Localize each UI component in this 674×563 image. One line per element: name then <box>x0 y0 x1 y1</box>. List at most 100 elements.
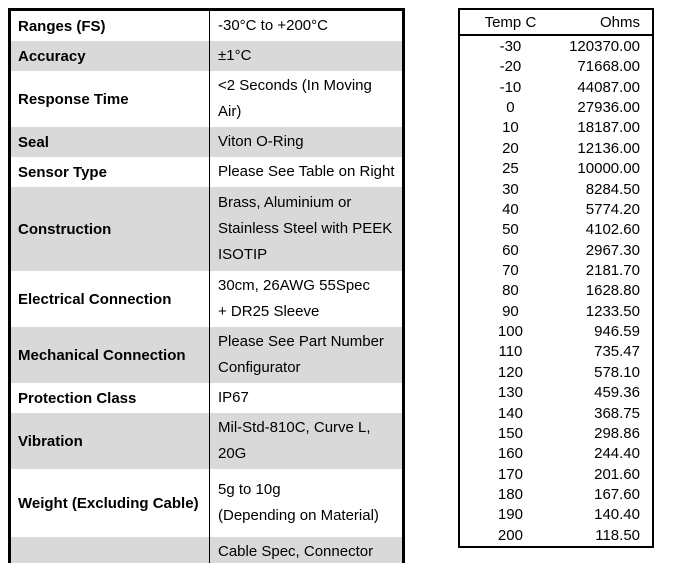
resistance-header-row: Temp C Ohms <box>459 9 653 36</box>
ohms-cell: 27936.00 <box>577 99 640 117</box>
ohms-cell: 2967.30 <box>585 241 640 259</box>
ohms-cell: 71668.00 <box>577 58 640 76</box>
spec-label-cell: Weight (Excluding Cable) <box>9 469 210 537</box>
temp-cell: 50 <box>502 221 519 239</box>
resistance-table-row: 160 244.40 <box>459 444 653 464</box>
spec-label-cell: Ranges (FS) <box>9 9 210 41</box>
temp-cell: 90 <box>502 302 519 320</box>
ohms-cell: 1628.80 <box>585 282 640 300</box>
specifications-table-body: Ranges (FS) -30°C to +200°C Accuracy ±1°C Re… <box>9 9 404 563</box>
spec-label-cell: Response Time <box>9 71 210 127</box>
temp-cell: 0 <box>506 99 515 117</box>
spec-value-cell: <2 Seconds (In Moving Air) <box>209 71 404 127</box>
resistance-table-row: 130 459.36 <box>459 382 653 402</box>
spec-value-cell: IP67 <box>209 383 404 413</box>
spec-label-cell: Sensor Type <box>9 157 210 187</box>
temp-cell: 130 <box>497 384 523 402</box>
temp-cell: 10 <box>502 119 519 137</box>
spec-table-row: Mechanical Connection Please See Part Num… <box>9 327 404 383</box>
temp-cell: 160 <box>497 445 523 463</box>
resistance-table-row: 25 10000.00 <box>459 159 653 179</box>
spec-label-cell: Accuracy <box>9 41 210 71</box>
ohms-cell: 10000.00 <box>577 160 640 178</box>
ohms-cell: 2181.70 <box>585 261 640 279</box>
ohms-cell: 44087.00 <box>577 78 640 96</box>
resistance-table: Temp C Ohms -30 120370.00 -20 71668.00 -10 44… <box>458 8 654 548</box>
spec-value-cell: Please See Table on Right <box>209 157 404 187</box>
resistance-table-row: -30 120370.00 <box>459 35 653 57</box>
ohms-cell: 244.40 <box>594 445 640 463</box>
spec-table-row: Ranges (FS) -30°C to +200°C <box>9 9 404 41</box>
ohms-cell: 368.75 <box>594 404 640 422</box>
resistance-table-row: 30 8284.50 <box>459 179 653 199</box>
resistance-table-row: 10 18187.00 <box>459 118 653 138</box>
temp-column-header: Temp C <box>459 9 561 36</box>
temp-cell: 190 <box>497 506 523 524</box>
spec-value-cell: Mil-Std-810C, Curve L, 20G <box>209 413 404 469</box>
resistance-table-row: 90 1233.50 <box>459 301 653 321</box>
spec-value-cell: -30°C to +200°C <box>209 9 404 41</box>
resistance-table-row: 40 5774.20 <box>459 199 653 219</box>
spec-table-row: Vibration Mil-Std-810C, Curve L, 20G <box>9 413 404 469</box>
resistance-table-row: 110 735.47 <box>459 342 653 362</box>
spec-table-row: Accuracy ±1°C <box>9 41 404 71</box>
ohms-cell: 578.10 <box>594 363 640 381</box>
resistance-table-row: 140 368.75 <box>459 403 653 423</box>
resistance-table-row: 170 201.60 <box>459 464 653 484</box>
spec-table-row: Seal Viton O-Ring <box>9 127 404 157</box>
spec-table-row: Sensor Type Please See Table on Right <box>9 157 404 187</box>
temp-cell: 20 <box>502 139 519 157</box>
spec-value-cell: ±1°C <box>209 41 404 71</box>
resistance-table-row: 200 118.50 <box>459 525 653 547</box>
spec-table-row: Electrical Connection 30cm, 26AWG 55Spec … <box>9 271 404 327</box>
temp-cell: 30 <box>502 180 519 198</box>
ohms-cell: 4102.60 <box>585 221 640 239</box>
spec-value-cell: Please See Part Number Configurator <box>209 327 404 383</box>
ohms-cell: 8284.50 <box>585 180 640 198</box>
resistance-table-row: 80 1628.80 <box>459 281 653 301</box>
resistance-table-row: 120 578.10 <box>459 362 653 382</box>
temp-cell: 140 <box>497 404 523 422</box>
resistance-table-row: 70 2181.70 <box>459 260 653 280</box>
resistance-table-row: 150 298.86 <box>459 423 653 443</box>
spec-label-cell: Vibration <box>9 413 210 469</box>
spec-value-cell: Viton O-Ring <box>209 127 404 157</box>
temp-cell: 60 <box>502 241 519 259</box>
temp-cell: 40 <box>502 200 519 218</box>
ohms-cell: 298.86 <box>594 424 640 442</box>
spec-label-cell: Protection Class <box>9 383 210 413</box>
spec-table-row: Protection Class IP67 <box>9 383 404 413</box>
temp-cell: -30 <box>499 37 522 55</box>
spec-label-cell: Options <box>9 537 210 563</box>
ohms-cell: 459.36 <box>594 384 640 402</box>
resistance-table-head: Temp C Ohms <box>459 9 653 36</box>
spec-table-row: Response Time <2 Seconds (In Moving Air) <box>9 71 404 127</box>
temp-cell: 150 <box>497 424 523 442</box>
spec-label-cell: Seal <box>9 127 210 157</box>
temp-cell: 170 <box>497 465 523 483</box>
temp-cell: 70 <box>502 261 519 279</box>
resistance-table-row: 190 140.40 <box>459 505 653 525</box>
ohms-cell: 118.50 <box>595 526 640 544</box>
ohms-cell: 12136.00 <box>577 139 640 157</box>
resistance-table-row: 20 12136.00 <box>459 138 653 158</box>
temp-cell: 25 <box>502 160 519 178</box>
ohms-cell: 1233.50 <box>585 302 640 320</box>
temp-cell: -20 <box>499 58 522 76</box>
temp-cell: -10 <box>499 78 522 96</box>
resistance-table-row: 180 167.60 <box>459 484 653 504</box>
temp-cell: 110 <box>498 343 523 361</box>
temp-cell: 180 <box>497 485 523 503</box>
spec-label-cell: Electrical Connection <box>9 271 210 327</box>
resistance-table-row: 0 27936.00 <box>459 97 653 117</box>
ohms-cell: 946.59 <box>594 323 640 341</box>
spec-table-row: OptionsCable Spec, Connector and Labelli… <box>9 537 404 563</box>
spec-value-cell: Brass, Aluminium or Stainless Steel with… <box>209 187 404 271</box>
temp-cell: 200 <box>497 526 523 544</box>
ohms-cell: 201.60 <box>594 465 640 483</box>
resistance-table-row: 50 4102.60 <box>459 220 653 240</box>
spec-label-cell: Mechanical Connection <box>9 327 210 383</box>
ohms-cell: 18187.00 <box>577 119 640 137</box>
resistance-table-body: -30 120370.00 -20 71668.00 -10 44087.00 0 27936… <box>459 35 653 547</box>
ohms-column-header: Ohms <box>560 9 653 36</box>
